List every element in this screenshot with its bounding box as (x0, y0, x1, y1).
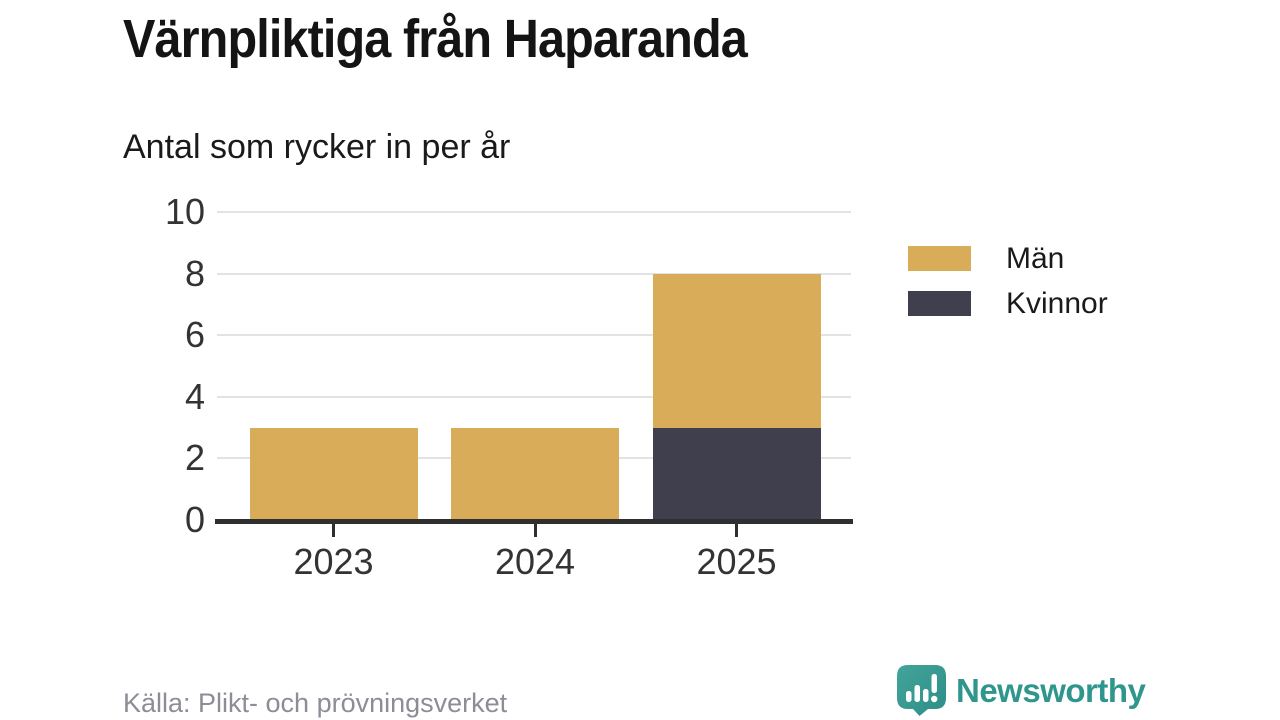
y-axis-tick-label: 6 (184, 314, 205, 356)
x-axis-tick-2024 (533, 524, 537, 537)
y-axis-tick-label: 4 (184, 375, 205, 417)
brand-logo: Newsworthy (897, 665, 1146, 716)
legend: Män Kvinnor (908, 242, 1108, 336)
legend-label: Män (1006, 241, 1065, 275)
bar-segment-2025 (652, 273, 821, 428)
y-axis-tick-label: 10 (164, 191, 205, 232)
x-axis-line (215, 519, 853, 524)
x-axis-labels: 2023 2024 2025 (217, 541, 851, 582)
y-axis-tick-label: 2 (184, 437, 205, 479)
y-axis-tick-label: 0 (184, 499, 205, 540)
x-axis-tick-2025 (735, 524, 738, 537)
x-axis-tick-label: 2024 (494, 541, 576, 582)
chart-title: Värnpliktiga från Haparanda (123, 9, 748, 69)
legend-item-man: Män (908, 242, 1108, 275)
y-axis-tick-label: 8 (184, 252, 205, 294)
x-axis-tick-label: 2023 (293, 541, 374, 582)
brand-name: Newsworthy (956, 671, 1146, 709)
gridline-y-4 (217, 395, 851, 398)
bar-segment-2024 (451, 427, 619, 520)
x-axis-tick-label: 2025 (696, 541, 777, 582)
bar-segment-2025 (652, 427, 821, 520)
legend-label: Kvinnor (1006, 286, 1108, 320)
legend-swatch (908, 246, 971, 271)
x-axis-tick-2023 (332, 524, 335, 537)
legend-item-kvinnor: Kvinnor (908, 287, 1108, 320)
y-axis-labels: 0 2 4 6 8 10 (0, 193, 205, 539)
chart-subtitle: Antal som rycker in per år (123, 128, 511, 166)
plot-area (215, 211, 853, 537)
gridline-y-8 (217, 272, 851, 275)
bar-segment-2023 (249, 427, 418, 520)
legend-swatch (908, 291, 971, 316)
newsworthy-logo-icon (897, 665, 946, 716)
gridline-y-6 (217, 334, 851, 337)
gridline-y-10 (217, 211, 851, 213)
source-note: Källa: Plikt- och prövningsverket (123, 688, 508, 718)
